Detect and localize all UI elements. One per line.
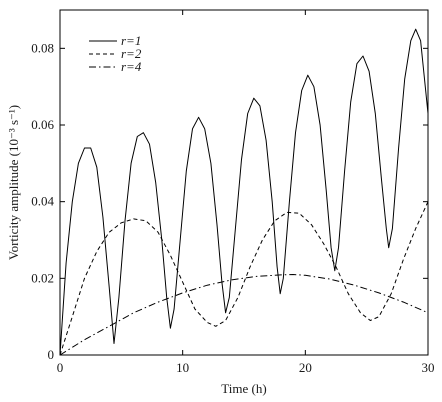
x-tick-label: 10	[176, 360, 189, 375]
ticks: 0 10 20 30 0 0.02 0.04 0.06 0.08	[31, 10, 435, 375]
y-tick-label: 0.08	[31, 40, 54, 55]
legend: r=1r=2r=4	[89, 33, 142, 74]
y-tick-label: 0.06	[31, 117, 54, 132]
x-tick-label: 30	[422, 360, 435, 375]
series-line-r2	[59, 201, 429, 356]
y-axis-label: Vorticity amplitude (10⁻³ s⁻¹)	[6, 105, 21, 260]
legend-label-r4: r=4	[121, 59, 142, 74]
x-tick-label: 0	[57, 360, 64, 375]
legend-label-r1: r=1	[121, 33, 141, 48]
plot-frame	[59, 9, 429, 356]
x-tick-label: 20	[299, 360, 312, 375]
legend-label-r2: r=2	[121, 46, 142, 61]
series-line-r1	[59, 28, 429, 356]
y-tick-label: 0.04	[31, 194, 54, 209]
series-line-r4	[59, 274, 429, 356]
y-tick-label: 0.02	[31, 270, 54, 285]
x-axis-label: Time (h)	[221, 381, 266, 396]
y-tick-label: 0	[48, 347, 55, 362]
plot-marks	[59, 28, 429, 356]
